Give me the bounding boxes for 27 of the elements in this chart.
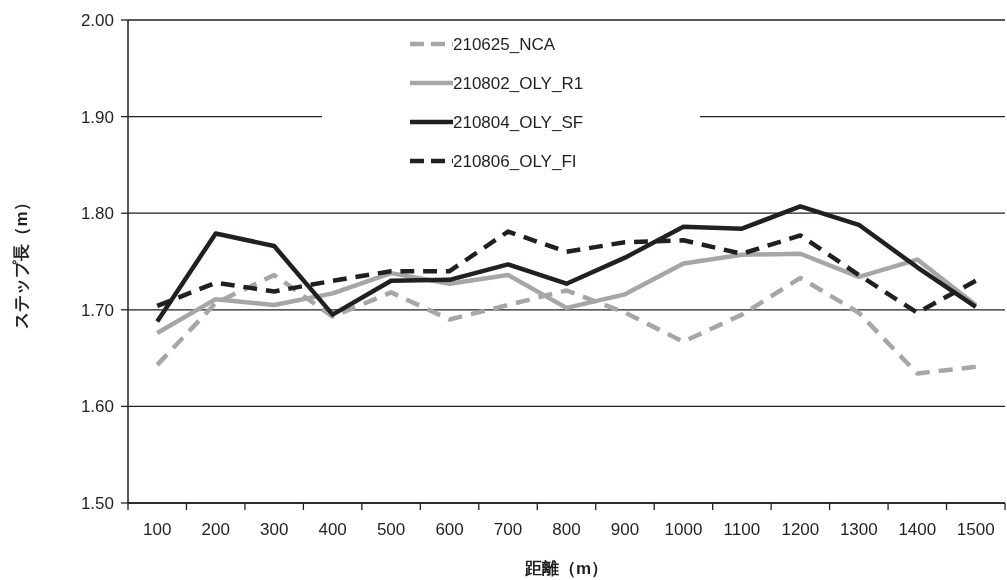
y-tick-label: 1.60: [80, 397, 114, 417]
y-tick-label: 1.90: [80, 107, 114, 127]
legend-label: 210806_OLY_FI: [453, 152, 577, 171]
x-tick-label: 1400: [898, 520, 937, 539]
y-tick-label: 1.80: [80, 204, 114, 224]
x-tick-label: 500: [376, 520, 406, 539]
x-tick-label: 1100: [723, 520, 761, 539]
x-axis-title: 距離（m）: [523, 559, 609, 578]
x-tick-label: 900: [610, 520, 640, 539]
y-tick-label: 2.00: [80, 11, 114, 30]
x-tick-label: 700: [493, 520, 523, 539]
x-tick-label: 200: [201, 520, 230, 539]
x-tick-label: 1300: [839, 520, 878, 539]
x-tick-label: 400: [318, 520, 347, 539]
x-tick-label: 600: [435, 520, 464, 539]
y-tick-label: 1.70: [80, 300, 114, 320]
legend-label: 210802_OLY_R1: [453, 74, 584, 93]
x-tick-label: 1200: [781, 520, 820, 539]
x-tick-label: 100: [143, 520, 172, 539]
x-tick-label: 1000: [664, 520, 703, 539]
x-tick-label: 800: [552, 520, 581, 539]
legend-label: 210625_NCA: [453, 35, 556, 54]
legend-label: 210804_OLY_SF: [453, 113, 584, 132]
y-tick-label: 1.50: [80, 494, 114, 513]
y-axis-title: ステップ長（m）: [12, 194, 31, 329]
x-tick-label: 300: [259, 520, 289, 539]
x-tick-label: 1500: [956, 520, 995, 539]
